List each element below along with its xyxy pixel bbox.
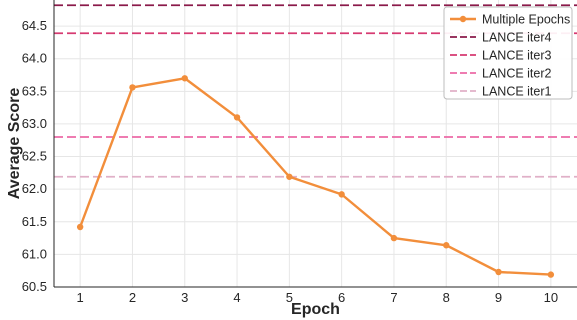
series-lines: [76, 75, 555, 278]
y-tick-label: 61.5: [22, 214, 47, 229]
x-axis-title: Epoch: [291, 301, 340, 318]
x-tick-label: 10: [544, 290, 558, 305]
y-tick-label: 63.5: [22, 83, 47, 98]
data-point: [338, 191, 345, 198]
x-tick-label: 5: [286, 290, 293, 305]
data-point: [495, 268, 502, 276]
y-tick-label: 63.0: [22, 116, 47, 131]
legend-label: LANCE iter2: [482, 67, 552, 81]
data-point: [443, 242, 450, 249]
x-tick-label: 8: [443, 290, 450, 305]
y-tick-label: 60.5: [22, 279, 47, 294]
y-tick-label: 61.0: [22, 246, 47, 261]
data-point: [547, 271, 555, 278]
legend-label: LANCE iter3: [482, 49, 552, 63]
y-tick-labels: 60.5 61.0 61.5 62.0 62.5 63.0 63.5 64.0 64.5: [22, 18, 47, 294]
y-tick-label: 62.5: [22, 149, 47, 164]
y-axis-title: Average Score: [6, 88, 23, 200]
y-tick-label: 64.0: [22, 51, 47, 66]
data-point: [390, 234, 398, 242]
data-point: [233, 114, 241, 121]
y-tick-label: 62.0: [22, 181, 47, 196]
x-tick-label: 9: [495, 290, 502, 305]
legend-label: Multiple Epochs: [482, 13, 570, 27]
x-tick-label: 4: [233, 290, 240, 305]
series-line: [79, 77, 551, 276]
axes: [53, 0, 577, 288]
x-tick-label: 2: [129, 290, 136, 305]
x-tick-label: 1: [77, 290, 84, 305]
x-tick-labels: 1 2 3 4 5 6 7 8 9 10: [77, 290, 559, 305]
y-tick-label: 64.5: [22, 18, 47, 33]
data-point: [129, 84, 136, 91]
x-tick-label: 3: [181, 290, 188, 305]
legend: Multiple Epochs LANCE iter4 LANCE iter3 LAN…: [443, 6, 573, 100]
data-point: [76, 223, 84, 231]
legend-marker: [459, 15, 467, 23]
legend-label: LANCE iter1: [482, 85, 552, 99]
x-tick-label: 7: [390, 290, 397, 305]
data-point: [181, 75, 188, 82]
legend-label: LANCE iter4: [482, 31, 552, 45]
data-point: [286, 173, 293, 180]
legend-box: [443, 6, 573, 100]
x-tick-label: 6: [338, 290, 345, 305]
